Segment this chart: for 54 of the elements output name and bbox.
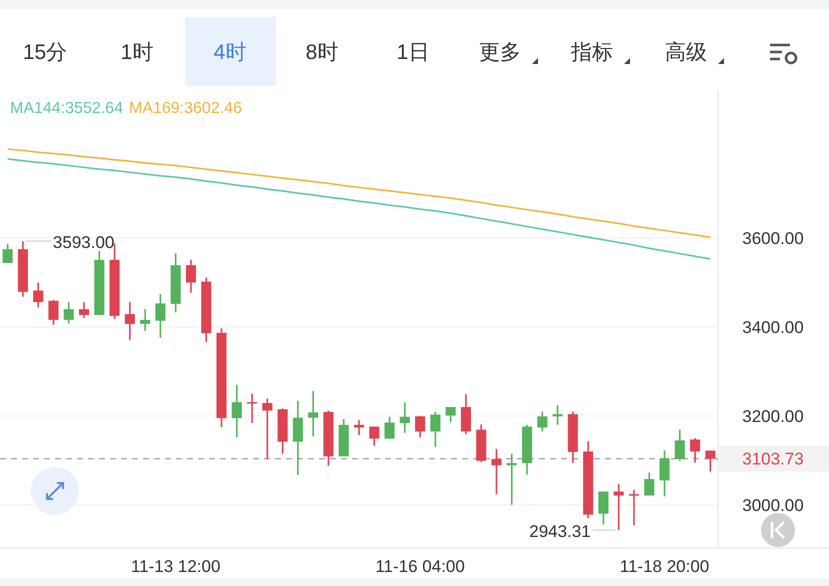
line-series — [6, 158, 712, 260]
candlestick — [140, 308, 150, 332]
candlestick — [2, 243, 13, 264]
text: 15分 — [22, 41, 68, 64]
candlestick — [124, 301, 135, 341]
annotation: 3593.00 — [52, 233, 114, 252]
candlestick — [644, 472, 654, 496]
candlestick — [308, 390, 318, 438]
candlestick — [537, 410, 548, 432]
candlestick — [400, 402, 410, 434]
candlestick — [446, 406, 456, 423]
y-tick-label: 3200.00 — [742, 406, 804, 426]
candlestick — [690, 437, 700, 464]
text: 4时 — [214, 41, 246, 64]
candlestick — [614, 483, 624, 531]
annotation: 2943.31 — [529, 522, 591, 542]
y-tick-label: 3600.00 — [742, 229, 804, 248]
text: 1时 — [120, 41, 154, 64]
x-tick-label: 11-13 12:00 — [130, 557, 220, 576]
candlestick — [659, 450, 670, 498]
text: 更多 — [479, 41, 521, 64]
text: 高级 — [665, 41, 707, 64]
candlestick — [491, 448, 502, 495]
candlestick — [415, 415, 426, 438]
candlestick — [64, 301, 74, 324]
x-tick-label: 11-16 04:00 — [375, 557, 465, 576]
candlestick — [506, 452, 517, 506]
candlestick — [247, 392, 258, 424]
candlestick — [598, 490, 608, 526]
line-series — [6, 148, 712, 238]
candlestick — [78, 301, 90, 319]
candlestick — [354, 419, 364, 436]
candlestick — [186, 259, 196, 294]
candlestick — [384, 416, 395, 440]
candlestick — [430, 411, 440, 448]
y-tick-label: 3000.00 — [742, 496, 804, 515]
candlestick — [262, 398, 272, 460]
x-tick-label: 11-18 20:00 — [620, 557, 710, 576]
ref-line-label: 3103.73 — [742, 450, 804, 469]
text: MA169:3602.46 — [128, 100, 242, 117]
text: 8时 — [306, 41, 338, 64]
candlestick — [48, 299, 59, 326]
candlestick — [33, 282, 44, 308]
candlestick — [232, 384, 242, 438]
candlestick — [369, 426, 380, 447]
y-tick-label: 3400.00 — [742, 318, 804, 338]
candlestick — [155, 293, 166, 338]
text: 1日 — [396, 41, 430, 64]
candlestick — [674, 428, 685, 462]
candlestick — [628, 488, 640, 526]
text: 指标 — [570, 41, 613, 64]
text: MA144:3552.64 — [10, 100, 124, 117]
candlestick — [705, 450, 716, 472]
candlestick — [552, 404, 563, 426]
